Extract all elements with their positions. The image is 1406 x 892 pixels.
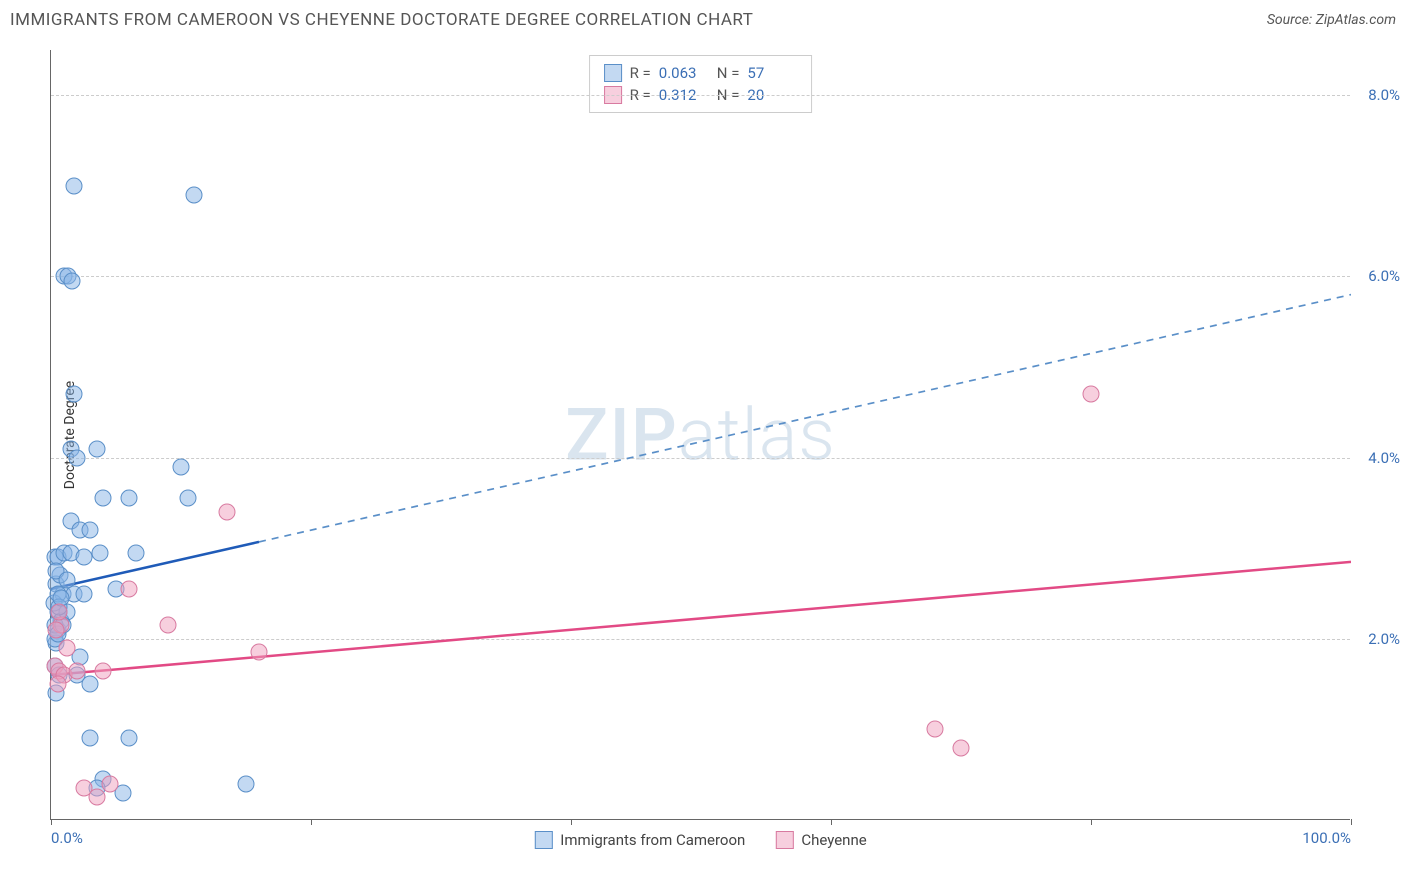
scatter-point bbox=[48, 621, 65, 638]
scatter-point bbox=[127, 544, 144, 561]
y-tick-label: 4.0% bbox=[1355, 449, 1400, 467]
x-tick-mark bbox=[831, 819, 832, 825]
scatter-point bbox=[69, 449, 86, 466]
r-label: R = bbox=[630, 64, 651, 82]
scatter-point bbox=[82, 676, 99, 693]
scatter-point bbox=[238, 775, 255, 792]
scatter-point bbox=[69, 662, 86, 679]
watermark-light: atlas bbox=[678, 392, 836, 477]
header: IMMIGRANTS FROM CAMEROON VS CHEYENNE DOC… bbox=[10, 10, 1396, 30]
scatter-point bbox=[66, 177, 83, 194]
stats-legend: R =0.063N =57R =0.312N =20 bbox=[589, 55, 813, 113]
scatter-point bbox=[179, 490, 196, 507]
scatter-point bbox=[1083, 386, 1100, 403]
y-tick-label: 6.0% bbox=[1355, 267, 1400, 285]
scatter-point bbox=[95, 662, 112, 679]
series-legend-label: Cheyenne bbox=[801, 831, 866, 849]
scatter-chart: Doctorate Degree ZIPatlas R =0.063N =57R… bbox=[50, 50, 1350, 820]
scatter-point bbox=[66, 386, 83, 403]
scatter-point bbox=[218, 504, 235, 521]
y-tick-label: 2.0% bbox=[1355, 630, 1400, 648]
scatter-point bbox=[49, 676, 66, 693]
scatter-point bbox=[121, 730, 138, 747]
chart-title: IMMIGRANTS FROM CAMEROON VS CHEYENNE DOC… bbox=[10, 10, 753, 30]
scatter-point bbox=[82, 522, 99, 539]
trend-line-dashed bbox=[259, 295, 1351, 542]
series-legend-item: Immigrants from Cameroon bbox=[534, 831, 745, 849]
scatter-point bbox=[186, 186, 203, 203]
source-label: Source: ZipAtlas.com bbox=[1267, 12, 1396, 28]
scatter-point bbox=[88, 440, 105, 457]
r-value: 0.063 bbox=[659, 64, 709, 82]
n-value: 57 bbox=[747, 64, 797, 82]
scatter-point bbox=[953, 739, 970, 756]
scatter-point bbox=[88, 789, 105, 806]
scatter-point bbox=[50, 603, 67, 620]
x-tick-label: 100.0% bbox=[1302, 829, 1351, 847]
scatter-point bbox=[95, 490, 112, 507]
scatter-point bbox=[82, 730, 99, 747]
y-tick-label: 8.0% bbox=[1355, 86, 1400, 104]
watermark-bold: ZIP bbox=[565, 392, 678, 477]
scatter-point bbox=[173, 458, 190, 475]
legend-swatch bbox=[534, 831, 552, 849]
scatter-point bbox=[92, 544, 109, 561]
watermark: ZIPatlas bbox=[565, 392, 836, 477]
series-legend-item: Cheyenne bbox=[775, 831, 866, 849]
series-legend-label: Immigrants from Cameroon bbox=[560, 831, 745, 849]
x-tick-mark bbox=[311, 819, 312, 825]
x-tick-mark bbox=[51, 819, 52, 825]
x-tick-mark bbox=[1351, 819, 1352, 825]
trend-lines-layer bbox=[51, 50, 1351, 820]
scatter-point bbox=[927, 721, 944, 738]
scatter-point bbox=[160, 617, 177, 634]
scatter-point bbox=[101, 775, 118, 792]
scatter-point bbox=[63, 273, 80, 290]
scatter-point bbox=[58, 639, 75, 656]
gridline-horizontal bbox=[51, 458, 1350, 459]
trend-line-solid bbox=[51, 562, 1351, 675]
series-legend: Immigrants from Cameroon Cheyenne bbox=[534, 831, 866, 849]
scatter-point bbox=[121, 581, 138, 598]
scatter-point bbox=[58, 571, 75, 588]
n-label: N = bbox=[717, 64, 740, 82]
stats-legend-row: R = 0.063 N = 57 bbox=[604, 62, 798, 84]
x-tick-label: 0.0% bbox=[51, 829, 83, 847]
x-tick-mark bbox=[1091, 819, 1092, 825]
gridline-horizontal bbox=[51, 639, 1350, 640]
scatter-point bbox=[251, 644, 268, 661]
legend-swatch bbox=[775, 831, 793, 849]
scatter-point bbox=[75, 585, 92, 602]
scatter-point bbox=[121, 490, 138, 507]
gridline-horizontal bbox=[51, 95, 1350, 96]
legend-swatch bbox=[604, 64, 622, 82]
gridline-horizontal bbox=[51, 276, 1350, 277]
x-tick-mark bbox=[571, 819, 572, 825]
scatter-point bbox=[75, 549, 92, 566]
